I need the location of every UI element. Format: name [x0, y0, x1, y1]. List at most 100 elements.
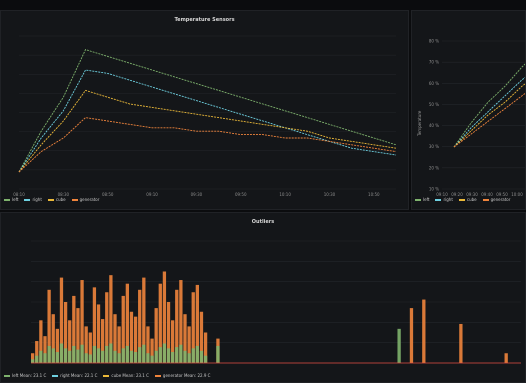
x-tick-label: 09:50: [235, 192, 247, 197]
bar-left: [43, 353, 46, 363]
legend-item[interactable]: cube Mean: 23.1 C: [103, 373, 149, 378]
outliers-panel[interactable]: Outliers left Mean: 23.1 C right Mean: 22…: [0, 212, 526, 383]
legend-label: generator: [491, 197, 511, 202]
bar-left: [175, 347, 178, 363]
bar-left: [171, 352, 174, 363]
bar-left: [85, 353, 88, 363]
bar-left: [56, 352, 59, 363]
bar-left: [47, 346, 50, 363]
legend-swatch: [52, 375, 58, 376]
bar-generator: [505, 353, 508, 363]
bar-left: [105, 346, 108, 363]
legend-item[interactable]: right Mean: 22.1 C: [52, 373, 97, 378]
legend-swatch: [415, 199, 421, 200]
bar-left: [142, 345, 145, 363]
right-panel[interactable]: Temperature 80 % 70 % 60 % 50 % 40 % 30 % 20 %…: [411, 10, 526, 210]
legend-swatch: [155, 375, 161, 376]
legend-label: right: [32, 197, 41, 202]
temperature-legend: left right cube generator: [4, 197, 105, 202]
legend-swatch: [483, 199, 489, 200]
series-line-cube: [19, 90, 396, 172]
outliers-chart: [1, 213, 526, 383]
bar-left: [204, 356, 207, 363]
bar-left: [216, 346, 219, 363]
series-line-right: [19, 70, 396, 172]
series-line-left: [454, 51, 526, 147]
bar-left: [97, 348, 100, 363]
bar-left: [93, 346, 96, 363]
outliers-legend: left Mean: 23.1 C right Mean: 22.1 C cube …: [4, 373, 216, 378]
legend-item[interactable]: generator: [483, 197, 511, 202]
bar-left: [134, 352, 137, 363]
legend-label: cube: [56, 197, 66, 202]
legend-label: cube: [467, 197, 477, 202]
series-line-right: [454, 67, 526, 147]
y-tick-label: 30 %: [429, 144, 439, 149]
bar-generator: [422, 300, 425, 363]
legend-swatch: [72, 199, 78, 200]
bar-left: [192, 348, 195, 363]
bar-left: [155, 351, 158, 363]
right-legend: left right cube generator: [415, 197, 516, 202]
bar-left: [200, 351, 203, 363]
bar-left: [89, 354, 92, 363]
legend-item[interactable]: left: [4, 197, 18, 202]
legend-label: left: [12, 197, 18, 202]
legend-label: cube Mean: 23.1 C: [111, 373, 149, 378]
series-line-left: [19, 50, 396, 172]
legend-item[interactable]: right: [435, 197, 452, 202]
bar-left: [60, 343, 63, 363]
temperature-chart: 08:10 08:30 08:50 09:10 09:30 09:50 10:10 10:30…: [1, 11, 409, 210]
bar-left: [80, 345, 83, 363]
bar-left: [196, 346, 199, 363]
legend-swatch: [103, 375, 109, 376]
x-tick-label: 10:10: [279, 192, 291, 197]
bar-left: [126, 346, 129, 363]
bar-left: [159, 347, 162, 363]
legend-item[interactable]: right: [24, 197, 41, 202]
bar-left: [39, 351, 42, 363]
x-tick-label: 09:30: [191, 192, 203, 197]
bar-left: [68, 351, 71, 363]
right-chart: 80 %70 %60 %50 %40 %30 %20 %10 %09:10 09:…: [412, 11, 526, 210]
legend-label: right: [443, 197, 452, 202]
bar-left: [35, 356, 38, 363]
legend-item[interactable]: left: [415, 197, 429, 202]
legend-label: left: [423, 197, 429, 202]
y-tick-label: 40 %: [429, 123, 439, 128]
legend-item[interactable]: cube: [459, 197, 477, 202]
legend-swatch: [4, 375, 10, 376]
bar-left: [113, 351, 116, 363]
legend-item[interactable]: generator Mean: 22.9 C: [155, 373, 211, 378]
x-tick-label: 10:50: [368, 192, 380, 197]
bar-generator: [410, 308, 413, 363]
bar-left: [397, 329, 400, 363]
x-tick-label: 10:30: [324, 192, 336, 197]
legend-swatch: [459, 199, 465, 200]
bar-left: [101, 351, 104, 363]
legend-item[interactable]: left Mean: 23.1 C: [4, 373, 46, 378]
bar-left: [109, 343, 112, 363]
bar-left: [52, 348, 55, 363]
bar-left: [117, 353, 120, 363]
y-tick-label: 80 %: [429, 39, 439, 44]
bar-left: [64, 348, 67, 363]
legend-swatch: [24, 199, 30, 200]
temperature-panel[interactable]: Temperature Sensors 08:10 08:30 08:50 09:10…: [0, 10, 409, 210]
bar-left: [150, 356, 153, 363]
legend-swatch: [48, 199, 54, 200]
bar-left: [122, 348, 125, 363]
legend-item[interactable]: generator: [72, 197, 100, 202]
y-tick-label: 20 %: [429, 165, 439, 170]
y-tick-label: 50 %: [429, 102, 439, 107]
bar-left: [179, 345, 182, 363]
y-tick-label: 70 %: [429, 60, 439, 65]
bar-left: [138, 347, 141, 363]
bar-left: [31, 359, 34, 363]
legend-label: left Mean: 23.1 C: [12, 373, 46, 378]
legend-label: generator: [80, 197, 100, 202]
legend-swatch: [4, 199, 10, 200]
legend-item[interactable]: cube: [48, 197, 66, 202]
bar-left: [187, 353, 190, 363]
bar-left: [167, 348, 170, 363]
